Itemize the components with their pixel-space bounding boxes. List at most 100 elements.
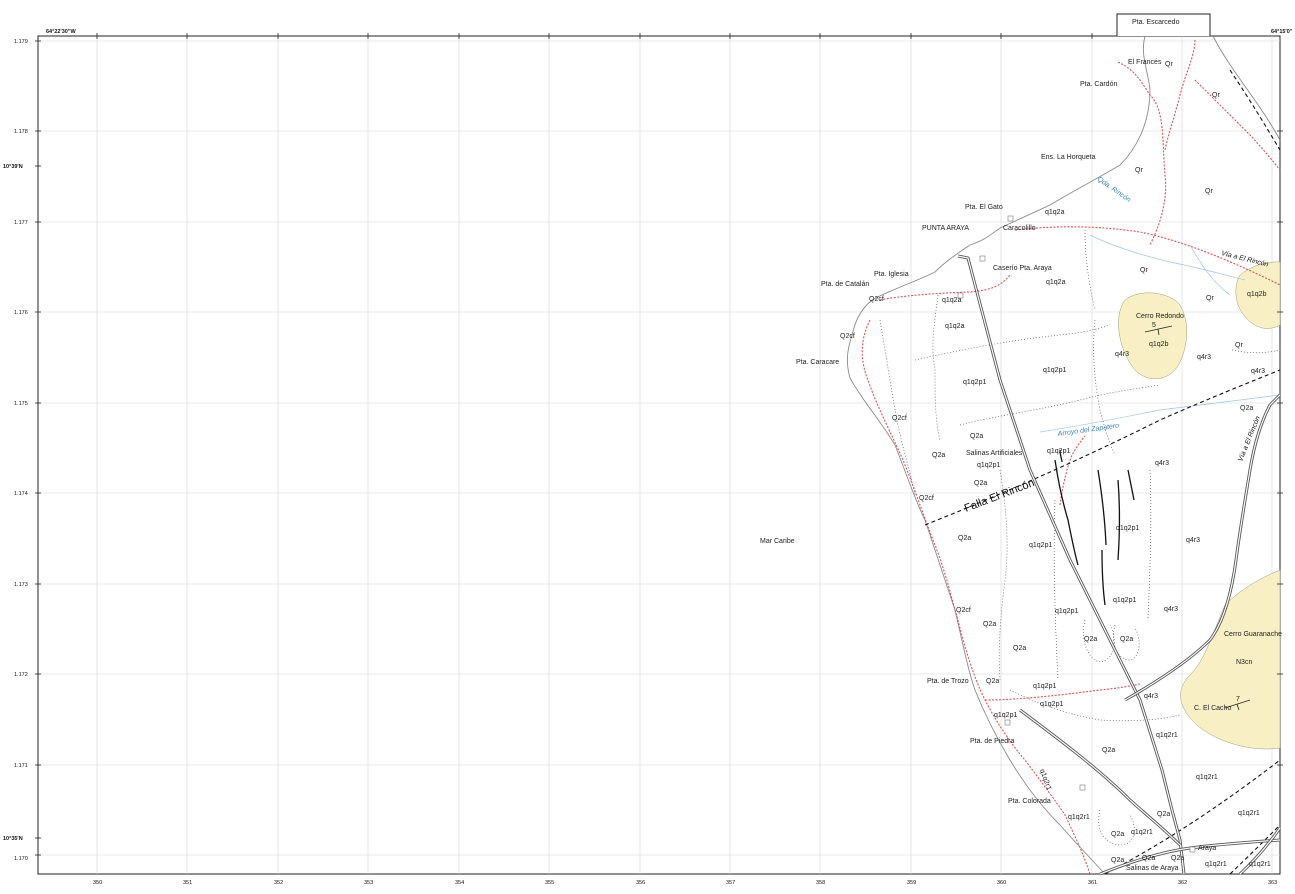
place-label: Pta. de Trozo	[927, 678, 969, 685]
unit-label: Q2cf	[919, 495, 934, 502]
unit-label: q4r3	[1164, 606, 1178, 613]
place-label: Caserío Pta. Araya	[993, 265, 1052, 272]
corner-lon-right: 64°15'0"	[1271, 29, 1293, 35]
place-label: El Francés	[1128, 59, 1162, 66]
unit-label: Q2cf	[956, 607, 971, 614]
coastline	[846, 35, 1281, 875]
dip-symbols	[1144, 325, 1251, 711]
easting-label: 361	[1088, 880, 1097, 886]
northing-labels: 1.179 1.178 1.177 1.176 1.175 1.174 1.17…	[14, 39, 28, 862]
corner-lon-left: 64°22'30"W	[46, 29, 76, 35]
easting-label: 359	[907, 880, 916, 886]
unit-label: Q2a	[1111, 831, 1124, 838]
unit-label: q1q2a	[945, 323, 965, 330]
easting-label: 362	[1178, 880, 1187, 886]
unit-label: q1q2a	[942, 297, 962, 304]
unit-label: q4r3	[1155, 460, 1169, 467]
place-label: Salinas de Araya	[1126, 865, 1179, 872]
unit-label: q4r3	[1251, 368, 1265, 375]
place-label: Pta. Iglesia	[874, 271, 909, 278]
unit-label: q4r3	[1186, 537, 1200, 544]
easting-label: 354	[455, 880, 464, 886]
unit-label: Q2cf	[892, 415, 907, 422]
easting-label: 356	[636, 880, 645, 886]
upper-right-hill	[1235, 261, 1281, 329]
terrain-hills	[1118, 261, 1281, 750]
easting-label: 350	[93, 880, 102, 886]
place-label: Ens. La Horqueta	[1041, 154, 1096, 161]
easting-label: 358	[816, 880, 825, 886]
place-label: Pta. de Catalán	[821, 281, 869, 288]
map-frame	[37, 35, 1281, 875]
falla-el-rincon-line	[924, 369, 1281, 526]
unit-label: Q2a	[974, 480, 987, 487]
place-label: PUNTA ARAYA	[922, 225, 969, 232]
cerro-guaranache-area	[1180, 569, 1281, 750]
unit-label: q1q2p1	[1047, 448, 1070, 455]
unit-label: Q2a	[1157, 811, 1170, 818]
easting-label: 360	[997, 880, 1006, 886]
unit-label: Qr	[1135, 167, 1143, 174]
building-square	[979, 255, 986, 262]
unit-label: q1q2p1	[1029, 542, 1052, 549]
sea-label: Mar Caribe	[760, 538, 795, 545]
unit-label: Q2a	[1084, 636, 1097, 643]
lat-label-bottom: 10°35'N	[3, 836, 23, 842]
northing-label: 1.173	[14, 582, 28, 588]
cerro-redondo-area	[1118, 292, 1187, 380]
unit-label: q1q2p1	[1043, 367, 1066, 374]
unit-label: Q2a	[1142, 855, 1155, 862]
unit-label: q4r3	[1144, 693, 1158, 700]
unit-label: q1q2r1	[1196, 774, 1218, 781]
unit-label: q1q2p1	[963, 379, 986, 386]
easting-labels: 350 351 352 353 354 355 356 357 358 359 …	[93, 880, 1277, 886]
unit-label: Q2cf	[840, 333, 855, 340]
unit-label: Qr	[1165, 61, 1173, 68]
easting-label: 363	[1268, 880, 1277, 886]
place-label: Pta. Cardón	[1080, 81, 1117, 88]
streams	[1039, 234, 1281, 433]
unit-label: Q2a	[932, 452, 945, 459]
unit-label: q1q2p1	[994, 712, 1017, 719]
place-label: Araya	[1198, 845, 1216, 852]
unit-label: Qr	[1212, 92, 1220, 99]
place-label: Cerro Redondo	[1136, 313, 1184, 320]
easting-label: 355	[545, 880, 554, 886]
northing-label: 1.178	[14, 129, 28, 135]
red-tracks	[861, 39, 1281, 875]
unit-label: q1q2p1	[1113, 597, 1136, 604]
building-square	[957, 292, 964, 299]
dip-tick	[1157, 328, 1160, 336]
unit-label: Q2a	[1240, 405, 1253, 412]
inset-label: Pta. Escarcedo	[1132, 19, 1180, 26]
dip-tick	[1236, 703, 1240, 711]
unit-label: q1q2b	[1149, 341, 1169, 348]
place-label: Pta. El Gato	[965, 204, 1003, 211]
strike-symbol	[1144, 325, 1173, 333]
strike-symbol	[1224, 699, 1251, 709]
unit-label: q1q2a	[1045, 209, 1065, 216]
unit-label: q1q2p1	[1055, 608, 1078, 615]
unit-label: q4r3	[1115, 351, 1129, 358]
unit-label: Qr	[1205, 188, 1213, 195]
place-label: Pta. Caracare	[796, 359, 839, 366]
northing-label: 1.172	[14, 672, 28, 678]
unit-label: q1q2a	[1046, 279, 1066, 286]
unit-label: Q2a	[983, 621, 996, 628]
dip-value: 7	[1236, 696, 1240, 703]
unit-label: q1q2r1	[1249, 861, 1271, 868]
building-square	[1007, 215, 1014, 222]
unit-label: Q2cf	[869, 296, 884, 303]
unit-label: Qr	[1235, 342, 1243, 349]
unit-label: q1q2p1	[1116, 525, 1139, 532]
easting-label: 357	[726, 880, 735, 886]
unit-label: q1q2r1	[1205, 861, 1227, 868]
unit-label: q4r3	[1197, 354, 1211, 361]
unit-label: Q2a	[1013, 645, 1026, 652]
unit-label: Q2a	[1171, 855, 1184, 862]
place-label: Pta. de Piedra	[970, 738, 1014, 745]
place-label: C. El Cacho	[1194, 705, 1231, 712]
northing-label: 1.176	[14, 310, 28, 316]
